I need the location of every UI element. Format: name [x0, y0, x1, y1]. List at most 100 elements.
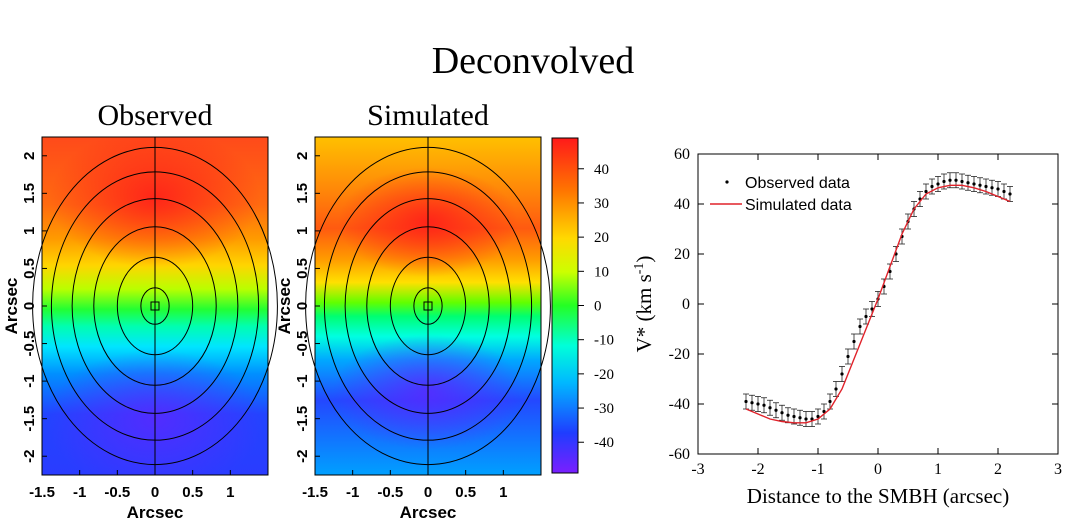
observed-point — [786, 413, 790, 417]
y-tick-label: 60 — [674, 146, 690, 163]
observed-point — [954, 178, 958, 182]
observed-point — [846, 354, 850, 359]
observed-map: Observed -1.5 -1 -0.5 0 0.5 1 -2 -1.5 -1 -0.5 0 0.… — [2, 99, 278, 522]
rotation-curve: -3 -2 -1 0 1 2 3 -60 -40 -20 0 20 40 60 Observed data… — [632, 146, 1062, 508]
observed-point — [888, 269, 892, 274]
observed-point — [744, 399, 748, 404]
observed-point — [870, 307, 874, 311]
colorbar-scale — [551, 137, 579, 474]
colorbar-tick-label: 40 — [594, 162, 609, 178]
observed-point — [810, 417, 814, 421]
observed-point — [750, 401, 754, 405]
x-tick-label: -1 — [811, 461, 824, 478]
observed-point — [768, 406, 772, 410]
y-tick-label: 0 — [294, 302, 311, 310]
y-tick-label: -2 — [294, 450, 311, 463]
y-tick-label: 1 — [21, 227, 38, 235]
observed-point — [756, 402, 760, 406]
legend: Observed data Simulated data — [710, 175, 852, 214]
observed-point — [780, 411, 784, 415]
observed-point — [804, 417, 808, 421]
colorbar-tick-label: 10 — [594, 264, 609, 280]
rotation-curve-ticks: -3 -2 -1 0 1 2 3 -60 -40 -20 0 20 40 60 — [669, 146, 1062, 478]
colorbar-tick-label: 20 — [594, 230, 609, 246]
x-tick-label: 0.5 — [455, 484, 476, 501]
rotation-curve-xlabel: Distance to the SMBH (arcsec) — [747, 484, 1009, 508]
y-tick-label: 1.5 — [21, 183, 38, 204]
x-tick-label: 0 — [424, 484, 432, 501]
y-tick-label: 1.5 — [294, 183, 311, 204]
observed-point — [840, 372, 844, 376]
y-tick-label: -40 — [669, 396, 690, 413]
observed-map-contours — [32, 137, 278, 475]
simulated-map-title: Simulated — [367, 99, 489, 132]
x-tick-label: -3 — [691, 461, 704, 478]
x-tick-label: -2 — [751, 461, 764, 478]
simulated-map-x-ticks: -1.5 -1 -0.5 0 0.5 1 — [302, 470, 508, 501]
y-tick-label: 0.5 — [21, 258, 38, 279]
observed-point — [984, 184, 988, 189]
y-tick-label: -0.5 — [294, 331, 311, 357]
rotation-curve-ylabel: V* (km s-1) — [632, 256, 656, 353]
x-tick-label: -1 — [346, 484, 359, 501]
observed-point — [864, 314, 868, 319]
observed-point — [936, 182, 940, 186]
x-tick-label: 3 — [1054, 461, 1062, 478]
simulated-series-line — [745, 184, 1011, 424]
observed-point — [774, 408, 778, 412]
observed-point — [960, 179, 964, 184]
y-tick-label: 0 — [21, 302, 38, 310]
y-tick-label: -0.5 — [21, 331, 38, 357]
observed-point — [990, 186, 994, 190]
colorbar-tick-label: 0 — [594, 299, 602, 315]
y-tick-label: 0.5 — [294, 258, 311, 279]
colorbar-tick-label: -20 — [594, 367, 614, 383]
y-tick-label: -1.5 — [21, 406, 38, 432]
observed-point — [978, 183, 982, 187]
y-tick-label: 2 — [21, 152, 38, 160]
observed-map-x-ticks: -1.5 -1 -0.5 0 0.5 1 — [29, 470, 235, 501]
center-marker — [423, 301, 433, 311]
simulated-map-xlabel: Arcsec — [400, 503, 457, 522]
observed-point — [1002, 189, 1006, 194]
y-tick-label: -2 — [21, 450, 38, 463]
observed-point — [822, 409, 826, 414]
x-tick-label: 2 — [994, 461, 1002, 478]
observed-point — [972, 182, 976, 186]
y-tick-label: -1 — [21, 374, 38, 387]
x-tick-label: 0 — [151, 484, 159, 501]
legend-simulated-label: Simulated data — [745, 197, 852, 214]
colorbar-tick-label: -40 — [594, 435, 614, 451]
observed-point — [930, 184, 934, 189]
simulated-map-ylabel: Arcsec — [275, 278, 294, 335]
center-marker — [150, 301, 160, 311]
observed-point — [798, 416, 802, 420]
y-tick-label: 0 — [682, 296, 690, 313]
y-tick-label: 20 — [674, 246, 690, 263]
observed-point — [762, 403, 766, 407]
simulated-map: Simulated -1.5 -1 -0.5 0 0.5 1 -2 -1.5 -1 -0.5 0 0… — [275, 99, 551, 522]
y-tick-label: 1 — [294, 227, 311, 235]
simulated-map-y-ticks: -2 -1.5 -1 -0.5 0 0.5 1 1.5 2 — [294, 152, 320, 463]
observed-point — [816, 414, 820, 419]
observed-point — [948, 178, 952, 182]
simulated-map-contours — [305, 137, 551, 475]
observed-point — [924, 189, 928, 194]
y-tick-label: -1 — [294, 374, 311, 387]
x-tick-label: 1 — [934, 461, 942, 478]
colorbar-tick-label: -10 — [594, 333, 614, 349]
legend-observed-label: Observed data — [745, 175, 850, 192]
observed-point — [996, 187, 1000, 191]
observed-map-ylabel: Arcsec — [2, 278, 21, 335]
observed-point — [942, 179, 946, 184]
observed-point — [858, 324, 862, 329]
rotation-curve-ylabel-main: V* (km s — [632, 274, 656, 352]
y-tick-label: -20 — [669, 346, 690, 363]
y-tick-label: 40 — [674, 196, 690, 213]
colorbar-ticks: 40 30 20 10 0 -10 -20 -30 -40 — [578, 162, 614, 451]
observed-map-y-ticks: -2 -1.5 -1 -0.5 0 0.5 1 1.5 2 — [21, 152, 47, 463]
colorbar: 40 30 20 10 0 -10 -20 -30 -40 — [551, 137, 614, 474]
x-tick-label: 1 — [499, 484, 507, 501]
legend-observed-marker — [725, 180, 729, 184]
